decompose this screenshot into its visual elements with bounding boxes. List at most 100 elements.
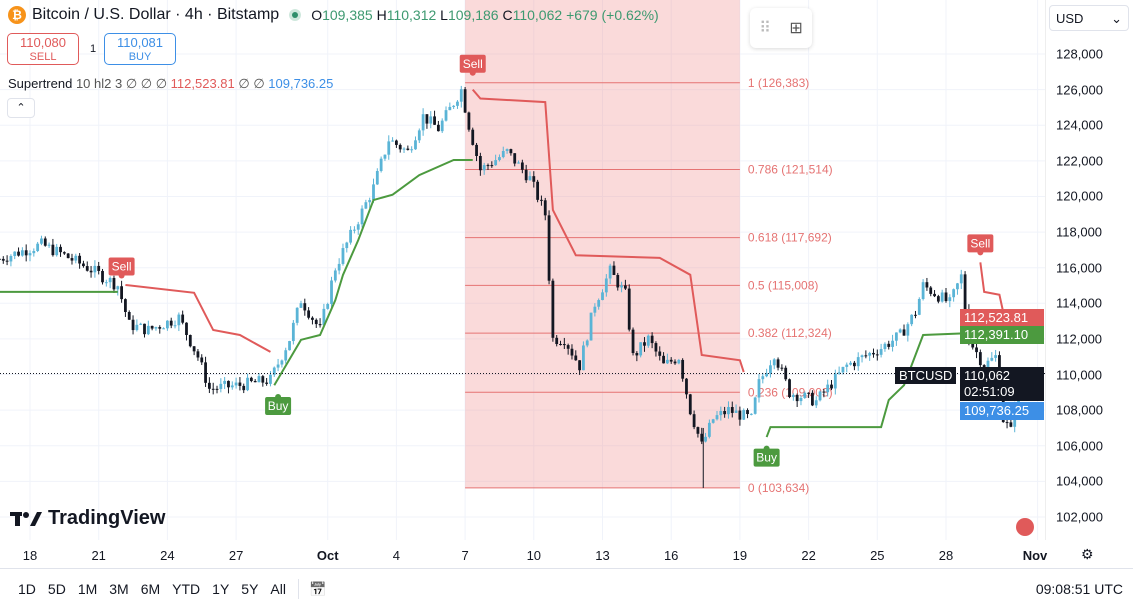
add-layout-icon[interactable]: ⊞ [789,20,803,37]
range-button-1m[interactable]: 1M [77,581,98,597]
price-axis-label: 124,000 [1056,117,1103,133]
candle-body [761,376,765,380]
signal-sell-badge [967,234,994,253]
candle-body [101,270,104,283]
tradingview-logo[interactable]: TradingView [10,507,165,530]
supertrend-lower-prev-tag: 112,391.10 [960,326,1044,344]
time-axis-label: 16 [663,548,679,563]
candle-body [589,312,593,341]
symbol-title[interactable]: Bitcoin / U.S. Dollar · 4h · Bitstamp [32,6,280,23]
collapse-legend-button[interactable]: ⌃ [7,98,35,118]
candle-body [108,277,112,283]
candle-body [837,372,841,374]
candle-body [780,367,784,369]
clock[interactable]: 09:08:51 UTC [1035,581,1123,597]
settings-gear-icon[interactable]: ⚙ [1081,546,1094,562]
time-axis-label: 28 [938,548,954,563]
candle-body [723,411,727,415]
candle-body [17,251,20,256]
last-price-tag: 110,062 02:51:09 [960,367,1044,401]
signal-sell-badge [459,54,486,73]
candle-body [62,252,66,254]
candle-body [406,148,410,150]
candle-body [0,258,1,260]
candle-body [830,384,833,389]
range-button-5d[interactable]: 5D [47,581,66,597]
candle-body [685,378,688,395]
supertrend-up-line [765,332,973,438]
candle-body [482,165,486,171]
candle-body [811,392,814,406]
candle-body [673,361,677,364]
candle-body [772,359,776,366]
candle-body [612,265,616,275]
candle-body [681,359,685,379]
sell-button[interactable]: 110,080 SELL [7,33,79,65]
candle-body [414,140,417,150]
candle-body [436,124,440,132]
buy-button[interactable]: 110,081 BUY [104,33,176,65]
candle-body [978,352,982,366]
candle-body [707,422,711,437]
fib-level-label: 0.786 (121,514) [748,163,833,177]
candle-body [986,360,990,369]
range-button-ytd[interactable]: YTD [172,581,201,597]
candle-body [639,342,643,356]
candle-body [288,341,291,351]
candle-body [833,373,837,389]
candle-body [307,310,311,318]
candle-body [43,238,47,246]
currency-select[interactable]: USD ⌄ [1049,5,1129,31]
range-button-6m[interactable]: 6M [140,581,161,597]
candle-body [841,366,845,373]
signal-marker [469,69,476,76]
fib-level-label: 0 (103,634) [748,481,809,495]
candle-body [665,359,669,364]
layout-widget[interactable]: ⠿ ⊞ [750,8,812,48]
range-button-1y[interactable]: 1Y [212,581,230,597]
candle-body [727,407,730,415]
candle-body [13,251,17,257]
indicator-name: Supertrend [8,76,73,91]
candle-body [459,89,463,102]
candle-body [444,110,448,121]
candle-body [818,391,822,401]
goto-date-icon[interactable]: 📅 [308,580,327,597]
range-button-all[interactable]: All [270,581,286,597]
candle-body [59,246,62,253]
candle-body [314,319,318,325]
range-button-5y[interactable]: 5Y [241,581,259,597]
candle-body [738,410,742,420]
candle-body [742,410,746,420]
price-axis-label: 114,000 [1056,295,1103,311]
candle-body [188,334,192,347]
price-axis-label: 122,000 [1056,153,1103,169]
candle-body [36,243,40,252]
candle-body [181,314,185,323]
price-axis-label: 108,000 [1056,402,1103,418]
candle-body [207,382,211,389]
candle-body [429,116,433,124]
candle-body [276,364,280,368]
chevron-up-icon: ⌃ [16,102,26,114]
candle-body [631,329,635,354]
time-axis-label: 18 [22,548,38,563]
signal-buy-badge [753,448,780,467]
bottom-toolbar: 1D 5D 1M 3M 6M YTD 1Y 5Y All 📅 09:08:51 UTC [0,568,1133,609]
candle-body [456,101,459,106]
candle-body [662,355,665,364]
drag-handle-icon[interactable]: ⠿ [759,20,771,37]
range-button-1d[interactable]: 1D [18,581,36,597]
candle-body [749,413,753,415]
indicator-na-values-2: ∅ ∅ [238,76,265,91]
candle-body [127,312,131,320]
candle-body [898,329,902,333]
candle-body [868,352,872,356]
candle-body [387,141,391,155]
supertrend-legend[interactable]: Supertrend 10 hl2 3 ∅ ∅ ∅ 112,523.81 ∅ ∅… [8,76,333,92]
candle-body [299,303,303,308]
price-axis[interactable]: USD ⌄ 128,000 126,000 124,000 122,000 120,000… [960,0,1133,540]
candle-body [204,362,207,383]
candle-body [948,297,952,302]
range-button-3m[interactable]: 3M [109,581,129,597]
